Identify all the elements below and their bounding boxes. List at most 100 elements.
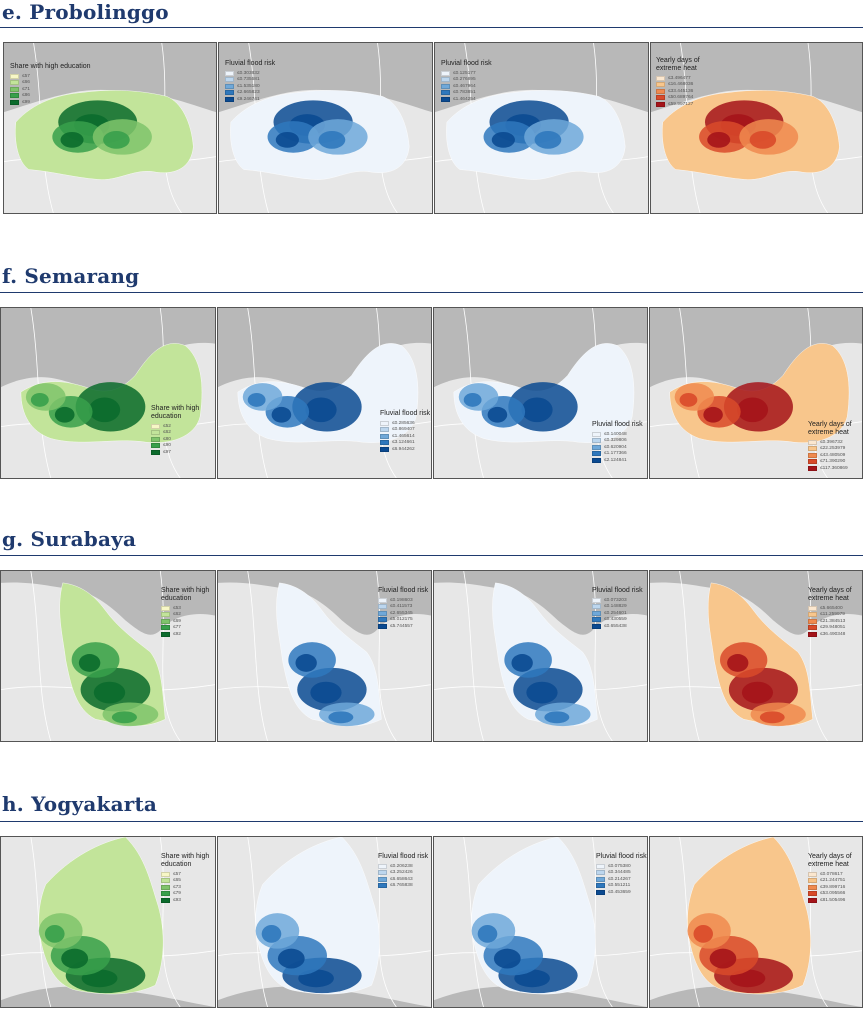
legend-row: ≤11.259979 [808, 612, 862, 619]
legend-swatch [161, 625, 170, 631]
legend-row: ≤97 [151, 449, 215, 456]
choropleth-zone [88, 397, 121, 423]
sea-area [218, 308, 431, 394]
sea-area [650, 308, 862, 394]
legend-value: ≤62 [173, 612, 181, 618]
legend-title: Yearly days of extreme heat [808, 853, 852, 869]
map-semarang-fluvial: Fluvial flood risk ≤0.285636 ≤0.869407 ≤1.4… [217, 307, 432, 479]
map-canvas [219, 43, 432, 213]
legend-row: ≤0.140048 [592, 431, 643, 438]
road-line [159, 571, 181, 741]
legend-row: ≤5.744557 [378, 623, 428, 630]
legend-value: ≤92 [173, 631, 181, 637]
legend-row: ≤66 [10, 80, 91, 87]
sea-area [434, 308, 647, 394]
legend-swatch [808, 884, 817, 890]
city-title-surabaya: g. Surabaya [2, 527, 137, 551]
legend-value: ≤0.735581 [237, 77, 260, 83]
map-legend: Share with high education ≤53 ≤62 ≤69 ≤77 ≤92 [161, 587, 211, 638]
legend-value: ≤59.997127 [668, 101, 694, 107]
road-line [463, 571, 484, 741]
legend-row: ≤71 [10, 86, 91, 93]
map-legend: Share with high education ≤57 ≤65 ≤73 ≤79 ≤93 [161, 853, 213, 904]
legend-row: ≤50.689764 [656, 95, 712, 102]
legend-value: ≤1.177366 [604, 451, 627, 457]
legend-title: Share with high education [161, 853, 210, 869]
legend-row: ≤79 [161, 891, 213, 898]
legend-value: ≤0.467964 [453, 83, 476, 89]
legend-title: Pluvial flood risk [441, 60, 492, 67]
legend-title: Share with high education [10, 63, 91, 70]
legend-row: ≤5.012175 [378, 617, 428, 624]
legend-swatch [151, 443, 160, 449]
choropleth-zone [487, 406, 508, 423]
legend-value: ≤36.490348 [820, 631, 846, 637]
choropleth-zone [693, 924, 714, 943]
legend-swatch [441, 70, 450, 76]
legend-swatch [378, 883, 387, 889]
legend-value: ≤53 [173, 605, 181, 611]
legend-swatch [380, 427, 389, 433]
legend-swatch [808, 871, 817, 877]
legend-value: ≤2.124841 [604, 457, 627, 463]
legend-row: ≤6.658643 [378, 876, 428, 883]
legend-swatch [380, 420, 389, 426]
choropleth-zone [737, 397, 769, 423]
legend-row: ≤0.869407 [380, 427, 430, 434]
choropleth-zone [310, 681, 342, 704]
legend-value: ≤0.869407 [392, 427, 415, 433]
sea-area [218, 986, 431, 1007]
legend-value: ≤62 [163, 430, 171, 436]
legend-row: ≤93 [161, 897, 213, 904]
legend-swatch [441, 96, 450, 102]
sea-area [219, 43, 432, 113]
map-probolinggo-heat: Yearly days of extreme heat ≤3.496477 ≤16.… [650, 42, 863, 214]
legend-value: ≤6.944262 [392, 446, 415, 452]
legend-value: ≤71.390290 [820, 459, 846, 465]
legend-swatch [656, 88, 665, 94]
legend-row: ≤3.124661 [380, 440, 430, 447]
map-legend: Fluvial flood risk ≤0.206238 ≤3.252426 ≤6.6… [378, 853, 428, 889]
sea-area [1, 308, 215, 394]
legend-swatch [808, 452, 817, 458]
legend-row: ≤2.124841 [592, 457, 643, 464]
legend-row: ≤92 [161, 631, 211, 638]
legend-value: ≤57 [173, 871, 181, 877]
choropleth-zone [318, 130, 346, 149]
legend-swatch [441, 83, 450, 89]
map-yogyakarta-education: Share with high education ≤57 ≤65 ≤73 ≤79 ≤93 [0, 836, 216, 1008]
legend-swatch [808, 878, 817, 884]
legend-value: ≤0.125177 [453, 70, 476, 76]
map-legend: Yearly days of extreme heat ≤5.665400 ≤11.… [808, 587, 862, 638]
map-canvas [651, 43, 862, 213]
title-rule [0, 821, 863, 822]
legend-value: ≤0.396732 [820, 439, 843, 445]
legend-value: ≤90 [163, 443, 171, 449]
legend-value: ≤21.384513 [820, 618, 846, 624]
legend-swatch [10, 93, 19, 99]
legend-value: ≤0.198603 [390, 597, 413, 603]
legend-value: ≤53.095566 [820, 891, 846, 897]
map-canvas [1, 571, 215, 741]
legend-value: ≤0.783851 [453, 90, 476, 96]
legend-value: ≤5.012175 [390, 617, 413, 623]
legend-value: ≤11.259979 [820, 612, 845, 618]
map-probolinggo-education: Share with high education ≤57 ≤66 ≤71 ≤86 ≤99 [3, 42, 217, 214]
legend-swatch [596, 876, 605, 882]
map-semarang-education: Share with high education ≤52 ≤62 ≤80 ≤90 ≤97 [0, 307, 216, 479]
legend-value: ≤6.658643 [390, 876, 413, 882]
legend-row: ≤0.198603 [378, 597, 428, 604]
legend-swatch [808, 631, 817, 637]
city-title-probolinggo: e. Probolinggo [2, 0, 169, 24]
choropleth-zone [741, 681, 774, 704]
choropleth-zone [61, 948, 89, 969]
legend-row: ≤0.655438 [592, 623, 643, 630]
legend-swatch [378, 870, 387, 876]
legend-row: ≤0.148829 [592, 604, 643, 611]
legend-row: ≤117.360869 [808, 465, 862, 472]
choropleth-zone [759, 711, 785, 724]
city-title-yogyakarta: h. Yogyakarta [2, 792, 158, 816]
legend-swatch [161, 884, 170, 890]
legend-swatch [161, 605, 170, 611]
legend-row: ≤6.944262 [380, 446, 430, 453]
